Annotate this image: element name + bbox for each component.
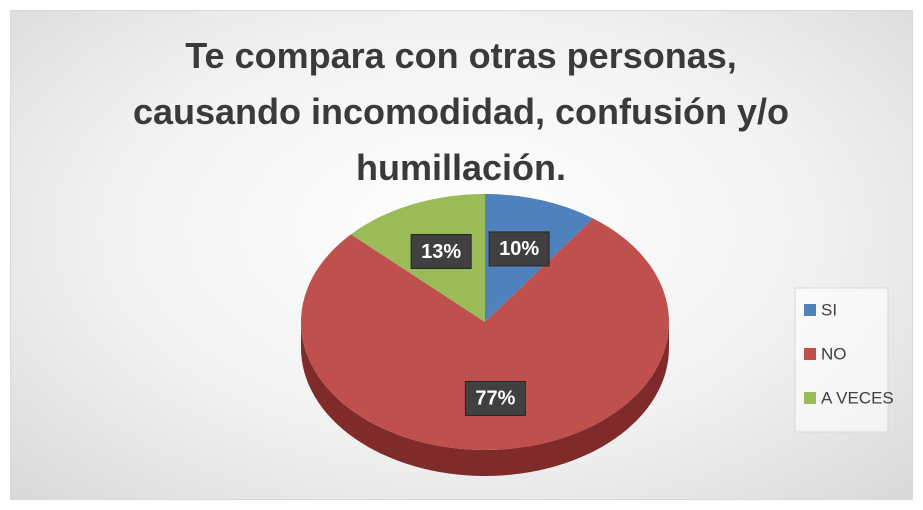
legend-swatch [804, 304, 816, 316]
pie-side [301, 322, 669, 476]
legend-label: NO [821, 344, 847, 363]
data-label: 13% [421, 241, 461, 263]
data-label-box [488, 231, 550, 267]
legend-swatch [804, 348, 816, 360]
data-label: 77% [475, 388, 515, 410]
legend-swatch [804, 392, 816, 404]
data-label: 10% [499, 238, 539, 260]
data-label-box [464, 380, 526, 416]
data-label-box [410, 234, 472, 270]
chart-title: Te compara con otras personas, causando … [132, 35, 790, 188]
pie-slice [301, 218, 669, 450]
legend-label: A VECES [821, 388, 894, 407]
legend-label: SI [821, 300, 837, 319]
